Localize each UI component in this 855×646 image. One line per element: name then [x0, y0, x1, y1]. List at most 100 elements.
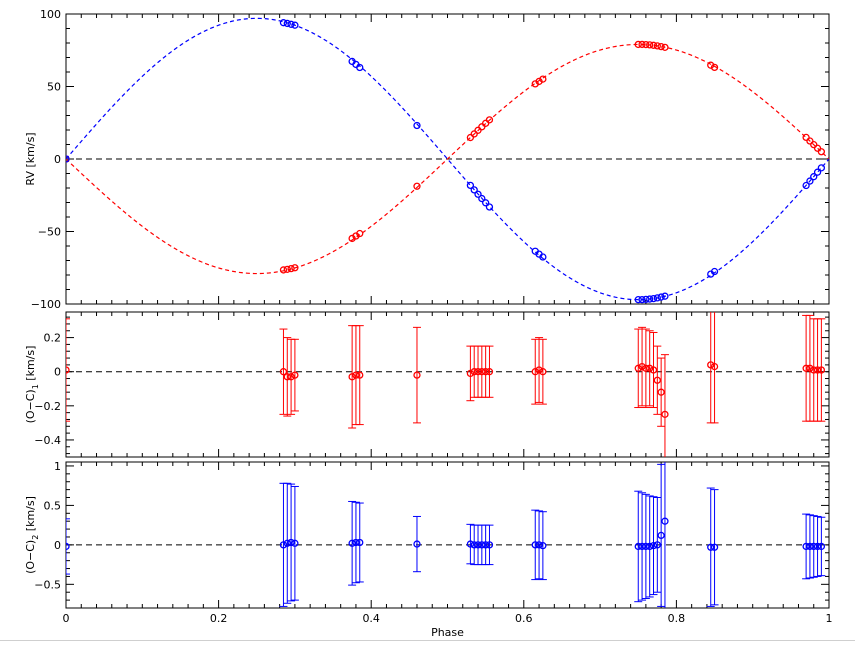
- oc2-blue-point: [810, 542, 818, 551]
- oc2-blue-point: [466, 540, 475, 548]
- oc1-red-point: [634, 364, 642, 372]
- oc2-blue-point: [348, 539, 356, 547]
- rv-blue-point: [478, 194, 486, 203]
- rv-ytick-label: 50: [47, 81, 61, 94]
- oc1-red-point: [470, 368, 478, 376]
- rv-blue-point: [356, 63, 364, 72]
- oc1-red-point: [287, 373, 295, 381]
- oc2-blue-point: [531, 541, 539, 549]
- rv-blue-point: [66, 155, 70, 163]
- oc1-red-point: [710, 362, 719, 371]
- rv-red-point: [279, 266, 288, 274]
- oc1-red-point: [481, 368, 490, 376]
- oc1-red-point: [279, 368, 288, 376]
- rv-ytick-label: 0: [54, 153, 61, 166]
- oc2-blue-point: [356, 538, 364, 547]
- rv-blue-point: [634, 295, 642, 304]
- rv-red-point: [283, 265, 291, 273]
- oc2-y-axis-title: (O−C)2 [km/s]: [24, 496, 40, 574]
- oc2-blue-point: [813, 542, 822, 551]
- rv-red-point: [470, 130, 478, 138]
- rv-blue-point: [291, 21, 299, 29]
- oc2-blue-point: [481, 541, 490, 549]
- oc2-blue-point: [657, 531, 665, 540]
- oc2-blue-point: [710, 543, 719, 551]
- oc1-red-point: [478, 368, 486, 376]
- oc2-blue-point: [653, 541, 661, 549]
- oc2-blue-point: [539, 542, 547, 550]
- oc1-red-point: [352, 371, 360, 379]
- secondary-model-curve: [66, 17, 829, 301]
- oc1-red-point: [817, 366, 826, 374]
- oc2-blue-point: [287, 538, 295, 547]
- rv-blue-point: [466, 181, 475, 190]
- oc1-ytick-label: 0: [54, 366, 61, 379]
- rv-blue-point: [813, 168, 822, 176]
- oc2-blue-point: [802, 542, 810, 551]
- oc1-red-point: [485, 368, 494, 376]
- rv-blue-point: [653, 294, 661, 302]
- oc2-xtick-label: 1: [826, 612, 833, 625]
- rv-blue-point: [279, 19, 288, 27]
- oc2-ytick-label: 0: [54, 539, 61, 552]
- oc1-red-point: [66, 366, 70, 374]
- oc2-panel: −0.5 0 0.5 1 0 0.2 0.4 0.6 0.8 1 Phase (O−C)2 [km/s…: [24, 460, 833, 639]
- oc1-red-point: [806, 364, 814, 372]
- oc1-red-point: [356, 371, 364, 379]
- oc1-red-point: [539, 368, 547, 376]
- oc2-blue-point: [470, 541, 478, 549]
- rv-blue-point: [481, 199, 490, 207]
- oc1-red-point: [649, 366, 658, 374]
- rv-blue-point: [710, 267, 719, 276]
- oc1-red-point: [531, 368, 539, 376]
- oc1-red-point: [813, 366, 822, 374]
- rv-ytick-label: −100: [31, 298, 61, 311]
- rv-red-point: [710, 63, 719, 72]
- oc1-red-point: [638, 362, 646, 371]
- rv-red-point: [287, 264, 295, 273]
- rv-red-point: [810, 140, 818, 149]
- rv-red-point: [649, 41, 658, 49]
- rv-red-point: [356, 229, 364, 238]
- rv-blue-point: [802, 181, 810, 190]
- rv-red-point: [707, 61, 715, 69]
- oc2-blue-point: [291, 539, 299, 547]
- oc2-blue-point: [661, 517, 669, 525]
- oc2-blue-point: [707, 543, 715, 551]
- rv-blue-point: [413, 121, 421, 130]
- oc1-red-point: [291, 371, 299, 379]
- rv-ytick-label: −50: [38, 226, 61, 239]
- rv-y-axis-title: RV [km/s]: [24, 132, 37, 185]
- oc1-red-point: [653, 376, 661, 384]
- oc2-blue-point: [642, 542, 650, 551]
- rv-blue-point: [806, 177, 814, 185]
- oc2-blue-point: [649, 542, 658, 550]
- rv-blue-point: [539, 253, 547, 261]
- primary-model-curve: [66, 43, 829, 275]
- oc2-blue-point: [279, 541, 288, 549]
- rv-red-point: [817, 148, 826, 156]
- rv-red-point: [661, 43, 669, 51]
- rv-red-point: [291, 264, 299, 272]
- oc1-ytick-label: 0.2: [44, 332, 62, 345]
- rv-red-point: [539, 75, 547, 83]
- oc2-ytick-label: −0.5: [34, 578, 61, 591]
- oc2-blue-point: [485, 541, 494, 549]
- oc2-blue-point: [413, 540, 421, 548]
- oc1-ytick-label: −0.2: [34, 400, 61, 413]
- oc2-blue-point: [352, 538, 360, 547]
- rv-red-point: [802, 133, 810, 142]
- x-axis-title: Phase: [431, 626, 464, 639]
- rv-blue-point: [485, 203, 494, 211]
- oc1-red-point: [348, 373, 356, 381]
- rv-red-point: [413, 182, 421, 190]
- oc2-blue-point: [283, 539, 291, 547]
- oc1-red-point: [646, 364, 654, 372]
- oc1-red-point: [413, 371, 421, 379]
- rv-red-point: [485, 116, 494, 124]
- oc2-blue-point: [66, 542, 70, 551]
- rv-red-point: [634, 40, 642, 49]
- oc2-blue-point: [646, 542, 654, 551]
